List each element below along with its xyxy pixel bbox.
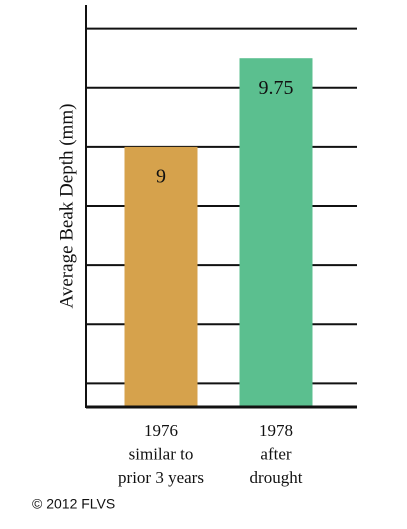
x-tick-label: prior 3 years xyxy=(118,468,204,487)
bar xyxy=(239,58,313,408)
x-tick-label: 1978 xyxy=(259,421,293,440)
x-tick-label: 1976 xyxy=(144,421,178,440)
copyright: © 2012 FLVS xyxy=(32,496,115,512)
x-tick-label: similar to xyxy=(129,444,194,463)
value-label: 9 xyxy=(156,165,166,187)
x-tick-label: after xyxy=(260,444,291,463)
x-tick-label: drought xyxy=(250,468,303,487)
y-axis-label: Average Beak Depth (mm) xyxy=(56,104,77,309)
value-label: 9.75 xyxy=(259,77,294,99)
bar xyxy=(124,146,198,407)
